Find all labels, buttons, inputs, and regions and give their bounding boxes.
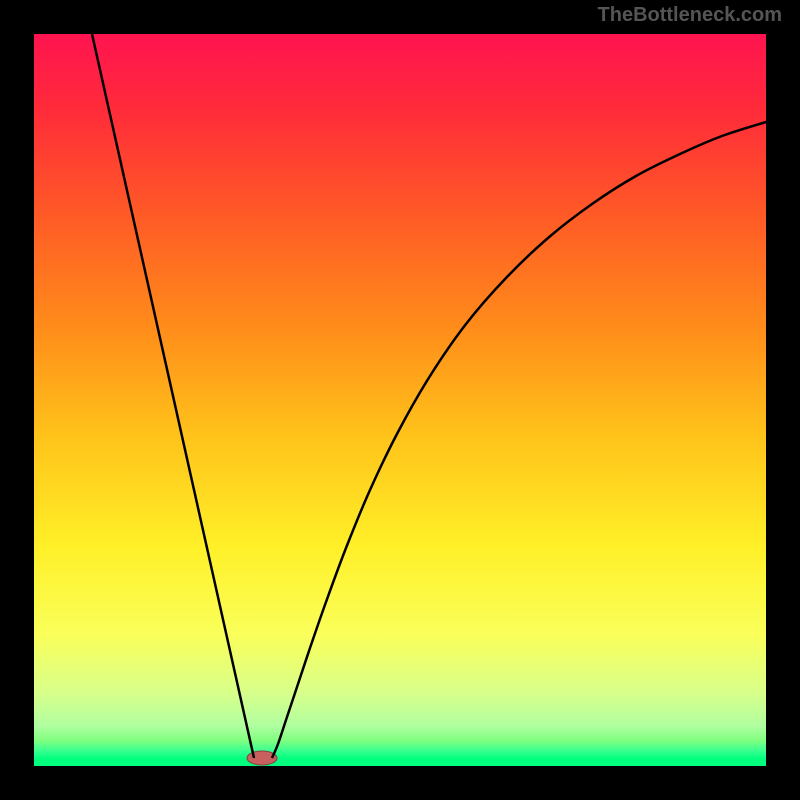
plot-background [34, 34, 766, 766]
chart-svg [0, 0, 800, 800]
watermark-label: TheBottleneck.com [598, 4, 782, 27]
bottleneck-chart: TheBottleneck.com [0, 0, 800, 800]
